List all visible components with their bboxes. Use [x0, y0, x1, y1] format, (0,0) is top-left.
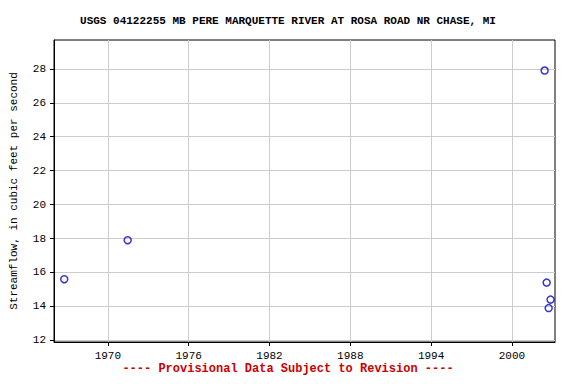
svg-text:1976: 1976	[175, 350, 201, 362]
svg-text:Streamflow, in cubic feet per: Streamflow, in cubic feet per second	[8, 72, 20, 310]
svg-text:20: 20	[33, 199, 46, 211]
svg-text:18: 18	[33, 233, 46, 245]
svg-text:14: 14	[33, 300, 47, 312]
svg-text:2000: 2000	[499, 350, 525, 362]
svg-text:1988: 1988	[337, 350, 363, 362]
svg-text:1970: 1970	[95, 350, 121, 362]
svg-text:---- Provisional Data Subject: ---- Provisional Data Subject to Revisio…	[122, 362, 453, 376]
svg-text:22: 22	[33, 165, 46, 177]
svg-text:16: 16	[33, 266, 46, 278]
svg-text:USGS 04122255 MB PERE MARQUETT: USGS 04122255 MB PERE MARQUETTE RIVER AT…	[80, 15, 496, 27]
svg-text:28: 28	[33, 63, 46, 75]
svg-text:1982: 1982	[256, 350, 282, 362]
svg-text:12: 12	[33, 334, 46, 346]
svg-text:24: 24	[33, 131, 47, 143]
svg-text:26: 26	[33, 97, 46, 109]
svg-text:1994: 1994	[418, 350, 445, 362]
